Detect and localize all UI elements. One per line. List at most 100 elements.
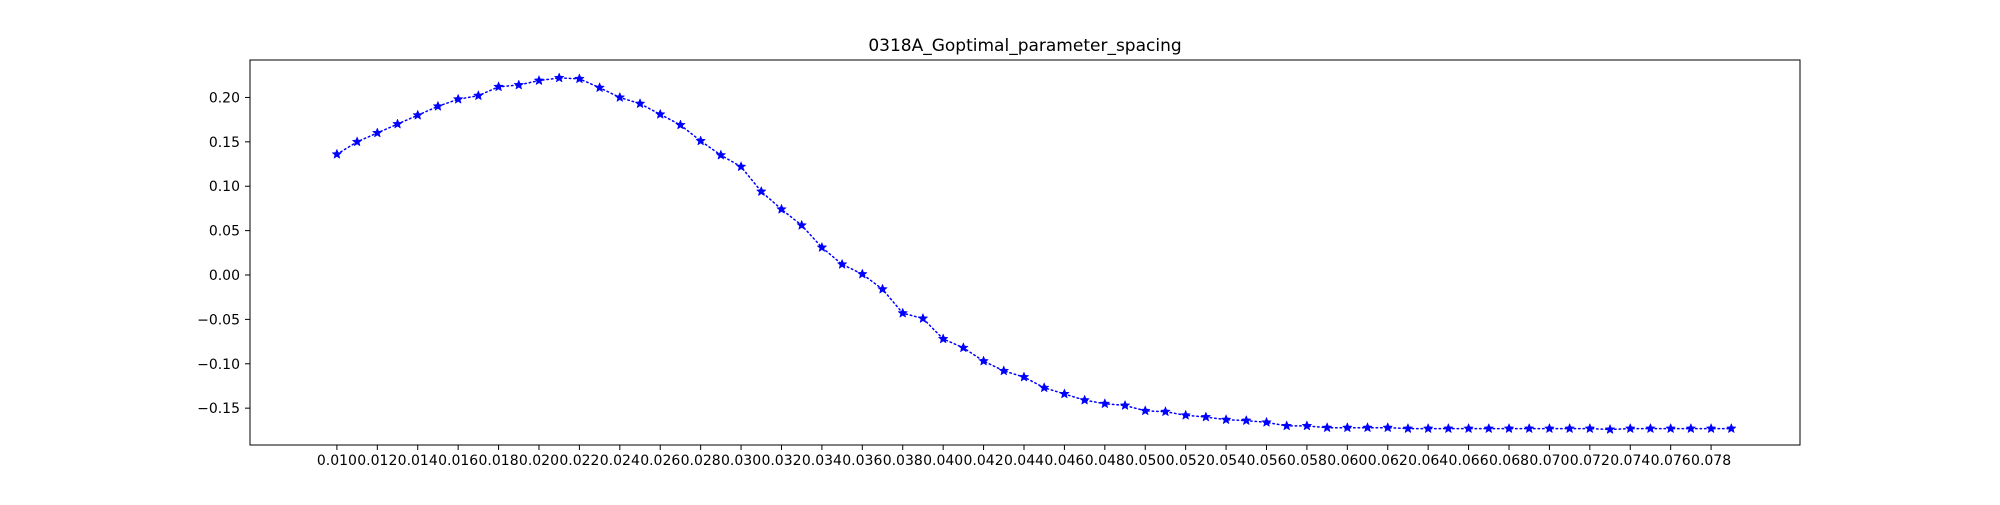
x-tick-label: 0.046 (1044, 453, 1084, 469)
data-point (371, 127, 383, 138)
data-point (634, 98, 646, 109)
x-tick-label: 0.038 (883, 453, 923, 469)
data-point (513, 79, 525, 90)
x-tick-label: 0.022 (559, 453, 599, 469)
y-tick-label: 0.05 (209, 224, 240, 240)
x-tick-label: 0.056 (1246, 453, 1286, 469)
data-point (1160, 406, 1171, 417)
y-tick-label: 0.10 (209, 179, 240, 195)
x-tick-label: 0.024 (600, 453, 640, 469)
data-point (957, 342, 969, 353)
data-point (755, 185, 767, 197)
data-point (1281, 420, 1293, 431)
data-point (351, 136, 363, 147)
x-tick-label: 0.054 (1206, 453, 1246, 469)
x-tick-label: 0.016 (438, 453, 478, 469)
data-point (1038, 382, 1050, 393)
x-axis: 0.010 0.012 0.014 0.016 0.018 0.020 0.022 0.024… (317, 445, 1731, 469)
data-point (1402, 422, 1414, 434)
x-tick-label: 0.050 (1125, 453, 1165, 469)
data-point (1463, 422, 1474, 434)
x-tick-label: 0.014 (398, 453, 438, 469)
data-point (432, 100, 444, 111)
x-tick-label: 0.076 (1651, 453, 1691, 469)
x-tick-label: 0.078 (1691, 453, 1731, 469)
data-point (978, 355, 989, 366)
data-point (553, 72, 565, 83)
plot-area-frame (249, 59, 1801, 446)
data-point (493, 81, 504, 92)
data-point (1685, 422, 1697, 434)
data-point (452, 93, 464, 104)
data-point (816, 241, 828, 253)
data-point (1200, 411, 1212, 422)
data-point (1341, 422, 1353, 433)
x-tick-label: 0.034 (802, 453, 842, 469)
data-point (472, 90, 484, 101)
data-point (1584, 422, 1596, 434)
y-tick-label: 0.00 (209, 268, 240, 284)
x-tick-label: 0.020 (519, 453, 559, 469)
data-point (856, 268, 868, 279)
x-tick-label: 0.026 (640, 453, 680, 469)
data-point (331, 148, 343, 159)
x-tick-label: 0.068 (1489, 453, 1529, 469)
x-tick-label: 0.028 (681, 453, 721, 469)
data-point (836, 258, 848, 269)
data-point (1362, 422, 1373, 433)
data-point (1180, 409, 1192, 420)
data-point (1624, 422, 1636, 434)
data-point (1220, 414, 1232, 425)
data-point (614, 91, 626, 103)
x-tick-label: 0.044 (1004, 453, 1044, 469)
series-layer (331, 72, 1737, 435)
data-point (1139, 405, 1151, 416)
data-point (1382, 422, 1394, 433)
y-tick-label: −0.10 (197, 357, 240, 373)
data-point (1261, 416, 1272, 427)
data-point (735, 161, 747, 172)
chart-title: 0318A_Goptimal_parameter_spacing (868, 36, 1181, 56)
data-point (675, 119, 686, 130)
data-point (1725, 422, 1737, 434)
x-tick-label: 0.048 (1085, 453, 1125, 469)
data-point (412, 109, 424, 120)
data-point (998, 365, 1010, 376)
x-tick-label: 0.064 (1408, 453, 1448, 469)
data-point (654, 108, 666, 119)
x-tick-label: 0.010 (317, 453, 357, 469)
data-point (1503, 422, 1515, 434)
data-point (533, 74, 545, 86)
data-point (594, 82, 605, 93)
data-point (1321, 422, 1333, 433)
data-point (392, 118, 403, 129)
x-tick-label: 0.030 (721, 453, 761, 469)
data-point (917, 312, 929, 324)
data-point (1442, 422, 1454, 434)
y-tick-label: 0.20 (209, 90, 240, 106)
data-point (1483, 422, 1495, 434)
data-point (1564, 422, 1576, 434)
data-point (574, 73, 585, 84)
x-tick-label: 0.070 (1529, 453, 1569, 469)
x-tick-label: 0.018 (479, 453, 519, 469)
data-point (1099, 398, 1111, 409)
series-line (336, 77, 1733, 431)
data-point (1645, 422, 1656, 434)
data-point (1079, 394, 1091, 405)
x-tick-label: 0.058 (1287, 453, 1327, 469)
data-point (1665, 422, 1677, 434)
data-point (776, 203, 787, 214)
y-tick-label: −0.05 (197, 312, 240, 328)
x-tick-label: 0.074 (1610, 453, 1650, 469)
x-tick-label: 0.062 (1368, 453, 1408, 469)
data-point (1705, 422, 1717, 434)
x-tick-label: 0.032 (761, 453, 801, 469)
data-point (715, 149, 727, 160)
x-tick-label: 0.036 (842, 453, 882, 469)
data-point (1523, 422, 1535, 434)
data-point (937, 333, 949, 344)
data-point (695, 135, 707, 146)
